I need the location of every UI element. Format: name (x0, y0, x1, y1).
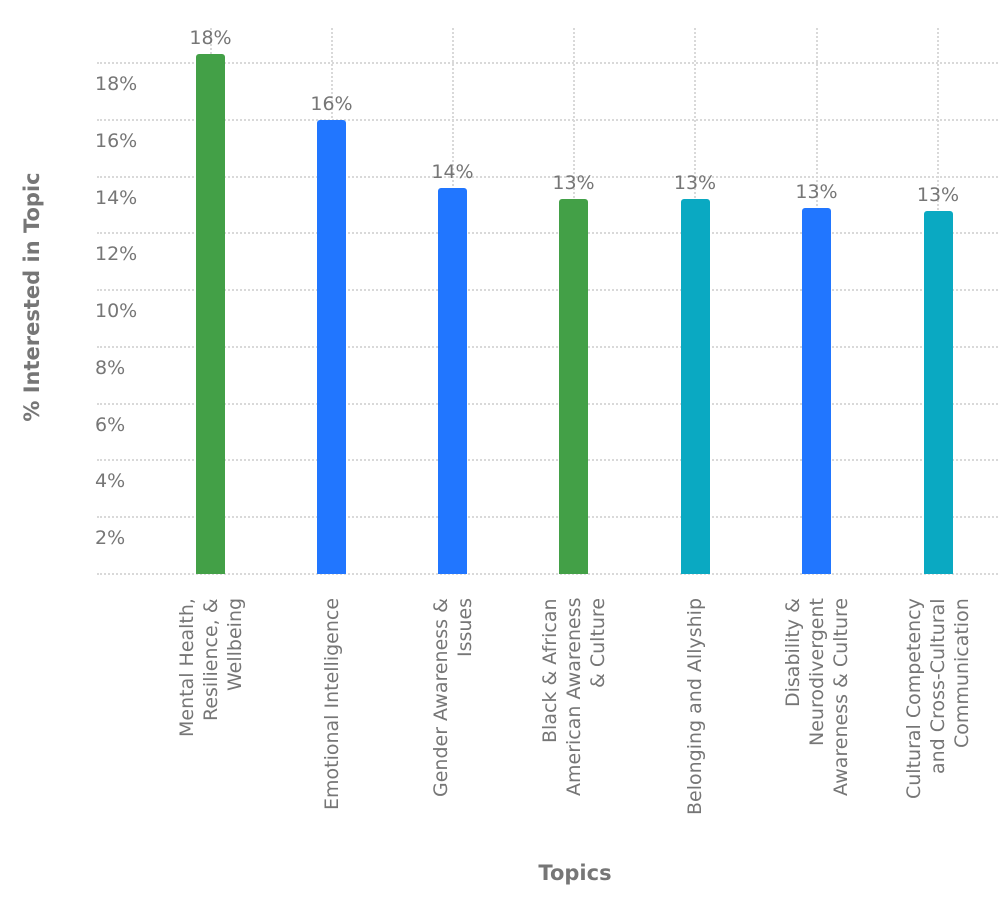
x-tick-label-line: Awareness & Culture (829, 598, 852, 797)
bar[interactable] (559, 199, 588, 574)
horizontal-gridline (97, 118, 998, 121)
y-axis-title: % Interested in Topic (20, 172, 44, 422)
y-tick-label: 12% (95, 243, 138, 266)
x-tick-label-line: American Awareness (562, 598, 585, 797)
x-axis-title: Topics (538, 861, 612, 885)
bar-value-label: 13% (552, 172, 595, 195)
y-tick-label: 16% (95, 129, 138, 152)
x-tick-label-line: & Culture (586, 598, 609, 689)
y-tick-label: 14% (95, 186, 138, 209)
y-tick-label: 4% (95, 470, 126, 493)
y-tick-label: 10% (95, 300, 138, 323)
y-tick-label: 8% (95, 356, 126, 379)
x-tick-label: Disability & Neurodivergent Awareness & Cu… (781, 598, 853, 838)
x-tick-label: Belonging and Allyship (683, 598, 707, 838)
y-tick-label: 18% (95, 72, 138, 95)
bar[interactable] (196, 54, 225, 574)
x-tick-label-line: Cultural Competency (903, 598, 925, 799)
bar[interactable] (802, 207, 831, 574)
x-tick-label-line: Emotional Intelligence (320, 598, 343, 811)
bar-value-label: 13% (916, 183, 960, 206)
y-tick-label: 6% (95, 413, 126, 436)
bar[interactable] (923, 210, 953, 574)
x-tick-label-line: Disability & (781, 598, 804, 707)
horizontal-gridline (97, 232, 998, 235)
x-tick-label-line: Resilience, & (199, 598, 222, 721)
bar-value-label: 16% (310, 92, 353, 115)
horizontal-gridline (97, 516, 998, 519)
bar-value-label: 13% (795, 180, 838, 203)
x-tick-label: Black & African American Awareness & Cultu… (538, 598, 610, 838)
x-tick-label: Gender Awareness & Issues (429, 598, 477, 838)
bar[interactable] (317, 119, 346, 574)
bar[interactable] (438, 187, 467, 574)
x-tick-label-line: Communication (951, 598, 973, 748)
bar[interactable] (680, 199, 710, 574)
bar-value-label: 13% (673, 172, 717, 195)
x-tick-label-line: Issues (453, 598, 476, 658)
horizontal-gridline (97, 175, 998, 178)
x-tick-label: Mental Health, Resilience, & Wellbeing (175, 598, 247, 838)
x-tick-label-line: Gender Awareness & (429, 598, 452, 797)
horizontal-gridline (97, 459, 998, 462)
x-tick-label-line: Black & African (538, 598, 561, 743)
x-tick-label: Emotional Intelligence (320, 598, 344, 838)
bar-value-label: 14% (431, 160, 474, 183)
y-tick-label: 2% (95, 527, 126, 550)
horizontal-gridline (97, 573, 998, 575)
x-tick-label-line: Belonging and Allyship (684, 598, 706, 816)
x-tick-label-line: Neurodivergent (805, 598, 828, 746)
x-tick-label-line: and Cross-Cultural (927, 598, 949, 774)
bar-value-label: 18% (189, 27, 232, 50)
x-tick-label-line: Wellbeing (223, 598, 246, 692)
x-tick-label-line: Mental Health, (175, 598, 198, 737)
horizontal-gridline (97, 345, 998, 348)
x-tick-label: Cultural Competency and Cross-Cultural Com… (902, 598, 974, 838)
horizontal-gridline (97, 61, 998, 64)
horizontal-gridline (97, 289, 998, 292)
horizontal-gridline (97, 402, 998, 405)
